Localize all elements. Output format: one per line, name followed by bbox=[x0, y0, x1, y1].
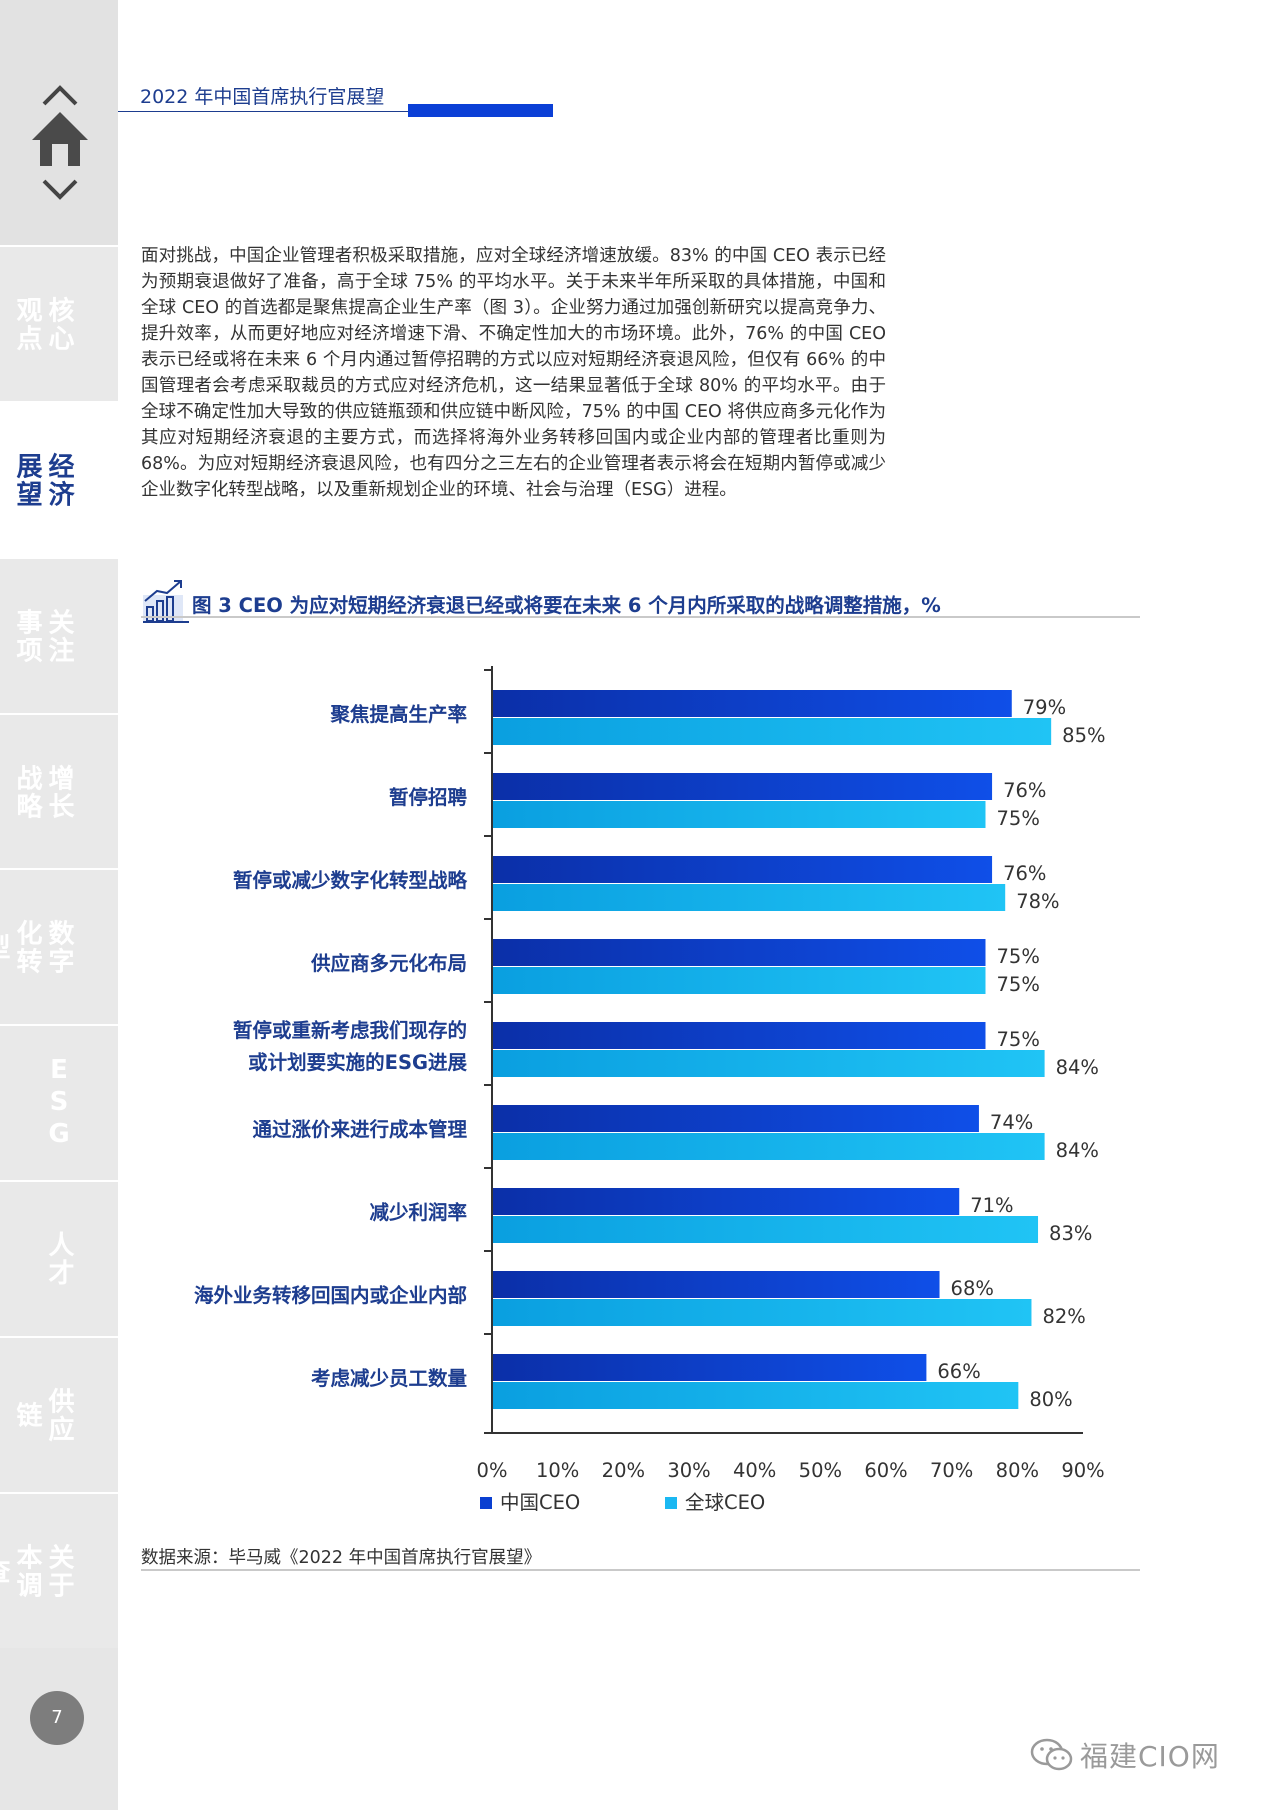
bar-global bbox=[493, 1050, 1045, 1077]
sidebar-item-label: 核心观点 bbox=[12, 296, 74, 352]
category-label: 通过涨价来进行成本管理 bbox=[252, 1118, 467, 1141]
data-source: 数据来源：毕马威《2022 年中国首席执行官展望》 bbox=[141, 1548, 542, 1568]
x-tick-label: 40% bbox=[733, 1459, 776, 1482]
bar-global bbox=[493, 884, 1006, 911]
bar-global bbox=[493, 1382, 1019, 1409]
bar-global bbox=[493, 967, 986, 994]
data-label: 76% bbox=[1003, 862, 1046, 885]
x-tick-label: 30% bbox=[667, 1459, 710, 1482]
data-label: 75% bbox=[997, 807, 1040, 830]
sidebar-item-label: 关于本调查 bbox=[0, 1543, 74, 1599]
category-label: 暂停或重新考虑我们现存的或计划要实施的ESG进展 bbox=[233, 1019, 468, 1074]
sidebar-item-1[interactable]: 核心观点 bbox=[0, 245, 118, 401]
x-tick-label: 10% bbox=[536, 1459, 579, 1482]
data-label: 83% bbox=[1049, 1222, 1092, 1245]
bar-global bbox=[493, 1216, 1039, 1243]
x-tick-label: 80% bbox=[996, 1459, 1039, 1482]
data-label: 75% bbox=[997, 945, 1040, 968]
x-tick-label: 90% bbox=[1061, 1459, 1104, 1482]
category-label: 减少利润率 bbox=[369, 1201, 467, 1224]
sidebar-item-label: 增长战略 bbox=[12, 764, 74, 820]
chart-icon bbox=[143, 580, 189, 623]
data-label: 82% bbox=[1042, 1305, 1085, 1328]
bar-global bbox=[493, 718, 1052, 745]
header-title: 2022 年中国首席执行官展望 bbox=[140, 86, 385, 108]
category-label: 海外业务转移回国内或企业内部 bbox=[194, 1284, 467, 1307]
chevron-up-icon[interactable] bbox=[40, 80, 80, 110]
data-label: 74% bbox=[990, 1111, 1033, 1134]
x-tick-label: 70% bbox=[930, 1459, 973, 1482]
sidebar-item-label: 供应链 bbox=[12, 1387, 74, 1443]
data-label: 71% bbox=[970, 1194, 1013, 1217]
watermark: 福建CIO网 bbox=[1030, 1737, 1220, 1773]
sidebar-item-4[interactable]: 增长战略 bbox=[0, 713, 118, 869]
page-number: 7 bbox=[30, 1691, 84, 1745]
data-label: 80% bbox=[1029, 1388, 1072, 1411]
x-tick-label: 0% bbox=[477, 1459, 508, 1482]
bar-china bbox=[493, 773, 993, 800]
legend-label: 中国CEO bbox=[500, 1491, 580, 1514]
sidebar-nav: 核心观点经济展望关注事项增长战略数字化转型 ESG 人才供应链关于本调查 7 bbox=[0, 0, 118, 1810]
figure-title: 图 3 CEO 为应对短期经济衰退已经或将要在未来 6 个月内所采取的战略调整措… bbox=[192, 594, 941, 617]
category-label: 暂停或减少数字化转型战略 bbox=[233, 869, 468, 892]
bar-chart: 聚焦提高生产率 79% 85% 暂停招聘 76% 75% 暂停或减少数字化转型战略 76% 78… bbox=[194, 666, 1106, 1514]
sidebar-item-label: 关注事项 bbox=[12, 608, 74, 664]
nav-top-panel bbox=[0, 0, 118, 245]
category-label: 考虑减少员工数量 bbox=[311, 1367, 467, 1390]
sidebar-item-label: 数字化转型 bbox=[0, 919, 74, 975]
sidebar-item-label: 经济展望 bbox=[12, 452, 74, 508]
source-rule bbox=[141, 1569, 1140, 1571]
data-label: 68% bbox=[951, 1277, 994, 1300]
legend-label: 全球CEO bbox=[685, 1491, 765, 1514]
bar-global bbox=[493, 1133, 1045, 1160]
bar-china bbox=[493, 1105, 979, 1132]
sidebar-item-label: ESG bbox=[44, 1055, 74, 1151]
x-tick-label: 60% bbox=[864, 1459, 907, 1482]
data-label: 84% bbox=[1056, 1139, 1099, 1162]
data-label: 76% bbox=[1003, 779, 1046, 802]
watermark-text: 福建CIO网 bbox=[1080, 1740, 1220, 1773]
x-tick-label: 50% bbox=[799, 1459, 842, 1482]
bar-china bbox=[493, 690, 1012, 717]
x-tick-label: 20% bbox=[602, 1459, 645, 1482]
sidebar-item-2[interactable]: 经济展望 bbox=[0, 401, 118, 557]
chevron-down-icon[interactable] bbox=[40, 175, 80, 205]
body-paragraph: 面对挑战，中国企业管理者积极采取措施，应对全球经济增速放缓。83% 的中国 CE… bbox=[141, 246, 886, 500]
header-accent-bar bbox=[408, 104, 553, 117]
figure-title-rule bbox=[141, 616, 1140, 618]
legend-swatch bbox=[480, 1497, 492, 1509]
category-label: 供应商多元化布局 bbox=[310, 952, 467, 975]
data-label: 85% bbox=[1062, 724, 1105, 747]
bar-global bbox=[493, 801, 986, 828]
sidebar-item-9[interactable]: 关于本调查 bbox=[0, 1492, 118, 1648]
data-label: 75% bbox=[997, 1028, 1040, 1051]
sidebar-item-6[interactable]: ESG bbox=[0, 1024, 118, 1180]
sidebar-item-7[interactable]: 人才 bbox=[0, 1180, 118, 1336]
category-label: 聚焦提高生产率 bbox=[329, 703, 467, 726]
sidebar-item-8[interactable]: 供应链 bbox=[0, 1336, 118, 1492]
legend-swatch bbox=[665, 1497, 677, 1509]
sidebar-item-3[interactable]: 关注事项 bbox=[0, 557, 118, 713]
data-label: 75% bbox=[997, 973, 1040, 996]
header-rule bbox=[118, 111, 408, 112]
data-label: 78% bbox=[1016, 890, 1059, 913]
bar-china bbox=[493, 856, 993, 883]
sidebar-item-label: 人才 bbox=[44, 1231, 74, 1287]
home-icon[interactable] bbox=[30, 110, 90, 168]
bar-global bbox=[493, 1299, 1032, 1326]
data-label: 66% bbox=[937, 1360, 980, 1383]
data-label: 84% bbox=[1056, 1056, 1099, 1079]
category-label: 暂停招聘 bbox=[389, 786, 468, 809]
bar-china bbox=[493, 1354, 927, 1381]
sidebar-item-5[interactable]: 数字化转型 bbox=[0, 868, 118, 1024]
bar-china bbox=[493, 1271, 940, 1298]
bar-china bbox=[493, 1188, 960, 1215]
wechat-icon bbox=[1030, 1738, 1073, 1771]
bar-china bbox=[493, 1022, 986, 1049]
data-label: 79% bbox=[1023, 696, 1066, 719]
bar-china bbox=[493, 939, 986, 966]
